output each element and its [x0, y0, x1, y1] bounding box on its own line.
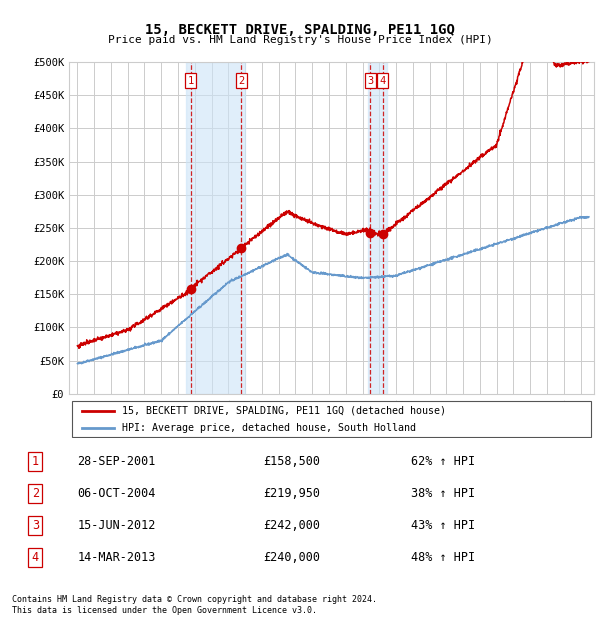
Text: 2: 2 [32, 487, 39, 500]
Text: 06-OCT-2004: 06-OCT-2004 [77, 487, 156, 500]
Text: £158,500: £158,500 [263, 455, 320, 468]
Text: 15-JUN-2012: 15-JUN-2012 [77, 519, 156, 532]
Text: This data is licensed under the Open Government Licence v3.0.: This data is licensed under the Open Gov… [12, 606, 317, 615]
Text: 14-MAR-2013: 14-MAR-2013 [77, 551, 156, 564]
Bar [368, 62, 387, 394]
Text: 1: 1 [32, 455, 39, 468]
Text: 62% ↑ HPI: 62% ↑ HPI [410, 455, 475, 468]
Text: 43% ↑ HPI: 43% ↑ HPI [410, 519, 475, 532]
Text: £242,000: £242,000 [263, 519, 320, 532]
Bar [187, 62, 245, 394]
Text: Price paid vs. HM Land Registry's House Price Index (HPI): Price paid vs. HM Land Registry's House … [107, 35, 493, 45]
Text: 15, BECKETT DRIVE, SPALDING, PE11 1GQ (detached house): 15, BECKETT DRIVE, SPALDING, PE11 1GQ (d… [121, 405, 445, 415]
Text: 1: 1 [187, 76, 194, 86]
Text: 2: 2 [238, 76, 244, 86]
Text: 15, BECKETT DRIVE, SPALDING, PE11 1GQ: 15, BECKETT DRIVE, SPALDING, PE11 1GQ [145, 23, 455, 37]
Text: £240,000: £240,000 [263, 551, 320, 564]
Text: 3: 3 [367, 76, 373, 86]
Text: 3: 3 [32, 519, 39, 532]
Text: HPI: Average price, detached house, South Holland: HPI: Average price, detached house, Sout… [121, 423, 415, 433]
Text: Contains HM Land Registry data © Crown copyright and database right 2024.: Contains HM Land Registry data © Crown c… [12, 595, 377, 604]
FancyBboxPatch shape [71, 401, 592, 437]
Text: £219,950: £219,950 [263, 487, 320, 500]
Text: 38% ↑ HPI: 38% ↑ HPI [410, 487, 475, 500]
Text: 48% ↑ HPI: 48% ↑ HPI [410, 551, 475, 564]
Text: 4: 4 [32, 551, 39, 564]
Text: 4: 4 [380, 76, 386, 86]
Text: 28-SEP-2001: 28-SEP-2001 [77, 455, 156, 468]
